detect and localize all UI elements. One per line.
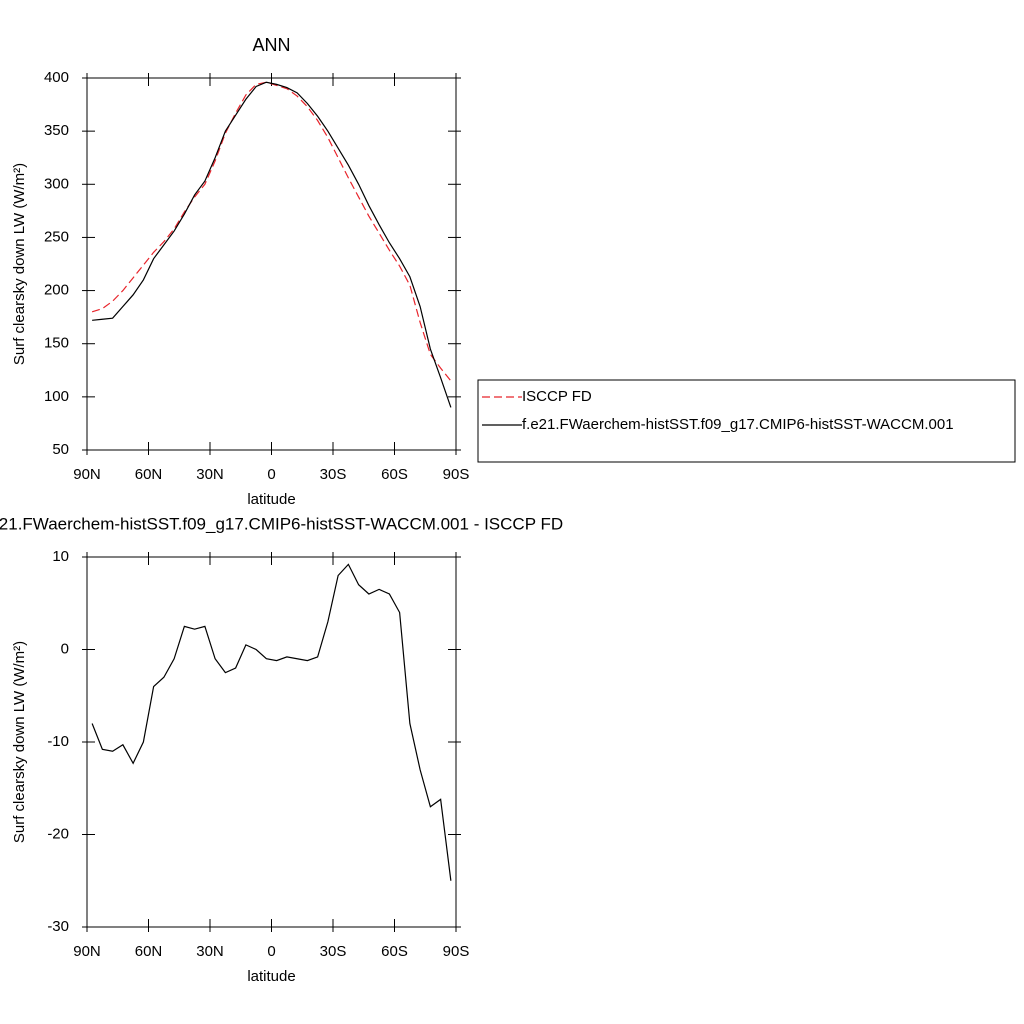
legend-label: f.e21.FWaerchem-histSST.f09_g17.CMIP6-hi… [522, 416, 954, 433]
y-tick-label: 150 [44, 335, 69, 352]
x-tick-label: 30S [320, 943, 347, 960]
y-tick-label: 350 [44, 122, 69, 139]
x-tick-label: 60S [381, 466, 408, 483]
y-tick-label: 300 [44, 175, 69, 192]
data-line [92, 81, 452, 408]
y-axis-label: Surf clearsky down LW (W/m²) [11, 641, 28, 843]
x-tick-label: 0 [267, 466, 275, 483]
x-tick-label: 60N [135, 943, 163, 960]
x-tick-label: 90S [443, 466, 470, 483]
x-tick-label: 30N [196, 943, 224, 960]
y-tick-label: 0 [61, 640, 69, 657]
y-tick-label: -20 [47, 825, 69, 842]
x-axis-label: latitude [247, 968, 295, 985]
x-tick-label: 30N [196, 466, 224, 483]
x-tick-label: 30S [320, 466, 347, 483]
legend-box [477, 379, 1016, 463]
y-axis-label: Surf clearsky down LW (W/m²) [11, 163, 28, 365]
y-tick-label: 200 [44, 282, 69, 299]
y-tick-label: 50 [52, 441, 69, 458]
chart-title: ANN [252, 35, 290, 55]
y-tick-label: 400 [44, 69, 69, 86]
x-axis-label: latitude [247, 491, 295, 508]
x-tick-label: 60N [135, 466, 163, 483]
x-tick-label: 0 [267, 943, 275, 960]
y-tick-label: 100 [44, 388, 69, 405]
x-tick-label: 90N [73, 943, 101, 960]
data-line [91, 81, 452, 382]
legend-label: ISCCP FD [522, 388, 592, 405]
x-tick-label: 90N [73, 466, 101, 483]
data-line [91, 563, 452, 881]
chart-title: f.e21.FWaerchem-histSST.f09_g17.CMIP6-hi… [0, 514, 563, 533]
y-tick-label: -10 [47, 733, 69, 750]
plot-frame [86, 556, 457, 928]
x-tick-label: 90S [443, 943, 470, 960]
plot-frame [86, 77, 457, 451]
y-tick-label: 10 [52, 548, 69, 565]
x-tick-label: 60S [381, 943, 408, 960]
y-tick-label: 250 [44, 228, 69, 245]
y-tick-label: -30 [47, 918, 69, 935]
